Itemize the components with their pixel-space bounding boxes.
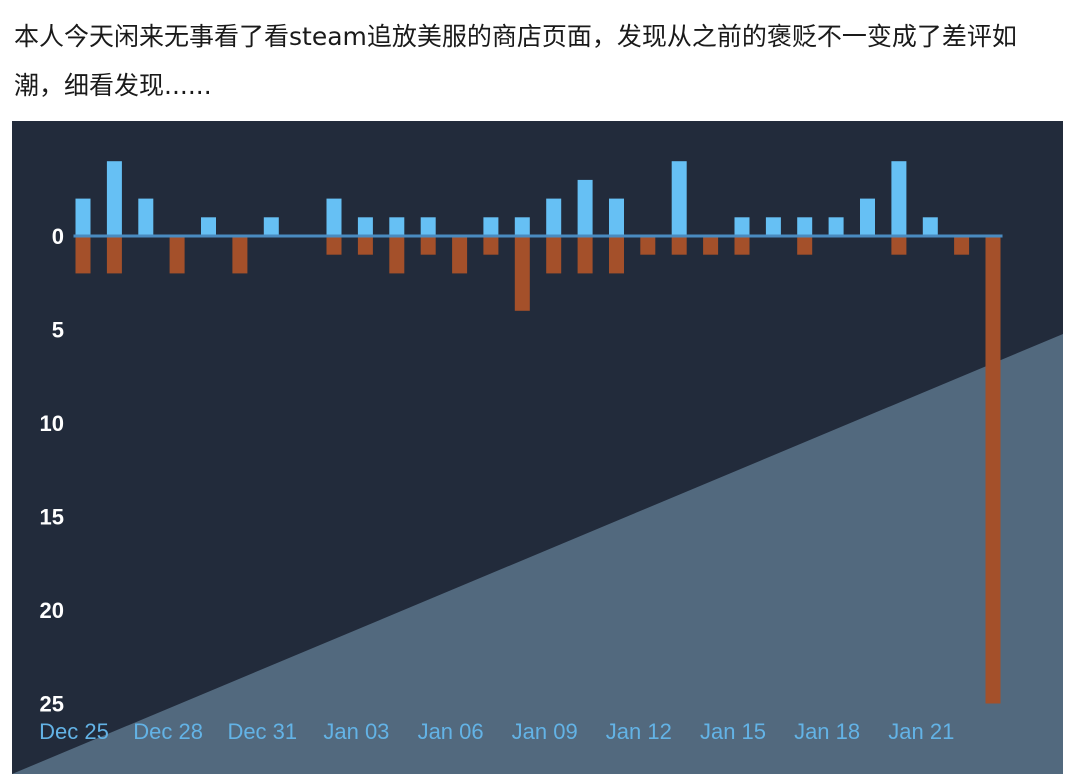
positive-bar-jan-21 [922, 217, 938, 236]
overlay-wedge [12, 334, 1063, 774]
y-tick-label-5: 5 [52, 318, 64, 343]
positive-bar-jan-17 [797, 217, 813, 236]
positive-bar-dec-26 [106, 161, 122, 236]
positive-bar-jan-20 [891, 161, 907, 236]
negative-bar-dec-28 [169, 236, 185, 274]
negative-bar-jan-20 [891, 236, 907, 255]
negative-bar-jan-15 [734, 236, 750, 255]
negative-bar-jan-10 [577, 236, 593, 274]
positive-bar-jan-04 [389, 217, 405, 236]
positive-bar-dec-25 [75, 198, 91, 236]
negative-bar-jan-13 [671, 236, 687, 255]
positive-bar-jan-05 [420, 217, 436, 236]
y-axis-ticks: 0 5 10 15 20 25 [40, 224, 64, 717]
x-tick-label-jan-12: Jan 12 [606, 719, 672, 744]
negative-bar-jan-03 [357, 236, 373, 255]
negative-bar-jan-02 [326, 236, 342, 255]
positive-bar-dec-27 [138, 198, 154, 236]
negative-bar-jan-22 [954, 236, 970, 255]
negative-bar-jan-07 [483, 236, 499, 255]
positive-bar-jan-02 [326, 198, 342, 236]
x-tick-label-dec-31: Dec 31 [227, 719, 297, 744]
y-tick-label-25: 25 [40, 692, 64, 717]
negative-bar-jan-11 [609, 236, 624, 274]
negative-bar-jan-06 [452, 236, 468, 274]
x-tick-label-jan-03: Jan 03 [323, 719, 389, 744]
negative-bar-jan-04 [389, 236, 405, 274]
negative-bar-jan-23 [985, 236, 1001, 704]
positive-bar-jan-18 [828, 217, 844, 236]
positive-bar-dec-31 [263, 217, 279, 236]
positive-bar-jan-11 [609, 198, 624, 236]
negative-bars [75, 236, 1001, 704]
x-tick-label-jan-18: Jan 18 [794, 719, 860, 744]
x-tick-label-dec-25: Dec 25 [39, 719, 109, 744]
negative-bar-jan-09 [546, 236, 562, 274]
y-tick-label-15: 15 [40, 505, 64, 530]
positive-bar-dec-29 [201, 217, 216, 236]
x-tick-label-jan-09: Jan 09 [512, 719, 578, 744]
x-tick-label-jan-15: Jan 15 [700, 719, 766, 744]
negative-bar-jan-12 [640, 236, 656, 255]
negative-bar-dec-30 [232, 236, 248, 274]
negative-bar-jan-08 [514, 236, 530, 311]
histogram-svg: 0 5 10 15 20 25 Dec 25 Dec 28 Dec 31 Jan 03 Jan 0… [12, 161, 1063, 774]
negative-bar-dec-25 [75, 236, 91, 274]
negative-bar-dec-26 [106, 236, 122, 274]
positive-bar-jan-13 [671, 161, 687, 236]
positive-bar-jan-19 [860, 198, 875, 236]
x-axis-ticks: Dec 25 Dec 28 Dec 31 Jan 03 Jan 06 Jan 09 Jan … [39, 719, 954, 744]
positive-bars [75, 161, 938, 236]
positive-bar-jan-15 [734, 217, 750, 236]
x-tick-label-jan-21: Jan 21 [888, 719, 954, 744]
positive-bar-jan-16 [765, 217, 781, 236]
positive-bar-jan-07 [483, 217, 499, 236]
x-tick-label-dec-28: Dec 28 [133, 719, 203, 744]
y-tick-label-20: 20 [40, 598, 64, 623]
positive-bar-jan-08 [514, 217, 530, 236]
post-text: 本人今天闲来无事看了看steam追放美服的商店页面，发现从之前的褒贬不一变成了差… [14, 22, 1017, 100]
review-histogram-chart: 0 5 10 15 20 25 Dec 25 Dec 28 Dec 31 Jan 03 Jan 0… [12, 121, 1063, 774]
positive-bar-jan-09 [546, 198, 562, 236]
positive-bar-jan-03 [357, 217, 373, 236]
negative-bar-jan-14 [703, 236, 719, 255]
negative-bar-jan-05 [420, 236, 436, 255]
negative-bar-jan-17 [797, 236, 813, 255]
positive-bar-jan-10 [577, 179, 593, 236]
y-tick-label-0: 0 [52, 224, 64, 249]
y-tick-label-10: 10 [40, 411, 64, 436]
x-tick-label-jan-06: Jan 06 [418, 719, 484, 744]
